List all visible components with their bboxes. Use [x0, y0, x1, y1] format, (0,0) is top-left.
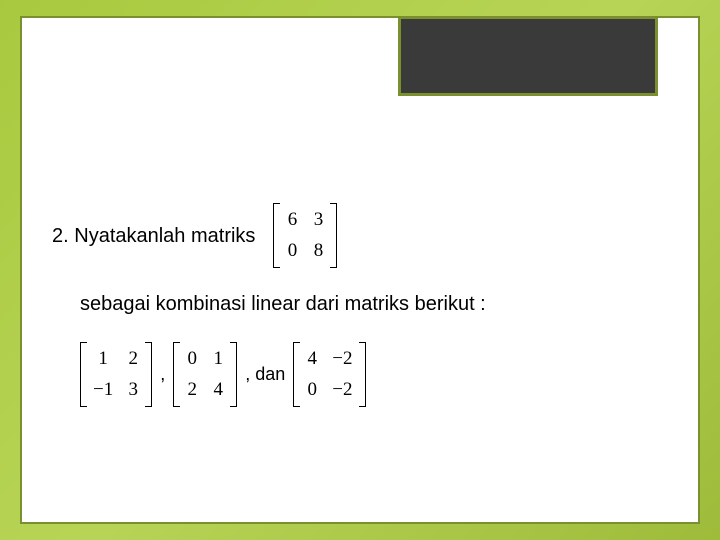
cell: 8 [312, 238, 324, 265]
cell: 4 [306, 346, 318, 373]
cell: 6 [286, 207, 298, 234]
problem-lead: Nyatakanlah matriks [74, 225, 255, 247]
bracket-left-icon [173, 342, 180, 407]
matrix-a: 1 2 −1 3 [80, 342, 152, 407]
cell: −1 [93, 377, 113, 404]
bracket-right-icon [359, 342, 366, 407]
bracket-right-icon [330, 203, 337, 268]
matrix-target-cells: 6 3 0 8 [280, 203, 330, 268]
corner-decoration [398, 16, 658, 96]
cell: −2 [332, 377, 352, 404]
cell: 1 [93, 346, 113, 373]
problem-lead-text: 2. Nyatakanlah matriks [52, 222, 255, 250]
separator-and: , dan [243, 362, 287, 387]
cell: 2 [186, 377, 198, 404]
matrix-b-cells: 0 1 2 4 [180, 342, 230, 407]
bracket-left-icon [293, 342, 300, 407]
slide-frame: 2. Nyatakanlah matriks 6 3 0 8 sebagai k… [20, 16, 700, 524]
matrix-b: 0 1 2 4 [173, 342, 237, 407]
matrix-c-cells: 4 −2 0 −2 [300, 342, 358, 407]
bracket-left-icon [273, 203, 280, 268]
cell: 1 [212, 346, 224, 373]
matrix-list: 1 2 −1 3 , 0 1 2 4 , dan [80, 342, 668, 407]
cell: 0 [306, 377, 318, 404]
cell: −2 [332, 346, 352, 373]
cell: 2 [127, 346, 139, 373]
bracket-right-icon [230, 342, 237, 407]
matrix-target: 6 3 0 8 [273, 203, 337, 268]
bracket-right-icon [145, 342, 152, 407]
matrix-c: 4 −2 0 −2 [293, 342, 365, 407]
problem-number: 2. [52, 225, 69, 247]
cell: 0 [186, 346, 198, 373]
cell: 3 [312, 207, 324, 234]
slide-content: 2. Nyatakanlah matriks 6 3 0 8 sebagai k… [52, 203, 668, 407]
separator-comma: , [158, 362, 167, 387]
matrix-a-cells: 1 2 −1 3 [87, 342, 145, 407]
cell: 3 [127, 377, 139, 404]
problem-line-2: sebagai kombinasi linear dari matriks be… [80, 290, 668, 318]
bracket-left-icon [80, 342, 87, 407]
cell: 0 [286, 238, 298, 265]
problem-line-1: 2. Nyatakanlah matriks 6 3 0 8 [52, 203, 668, 268]
problem-sub-text: sebagai kombinasi linear dari matriks be… [80, 293, 486, 315]
cell: 4 [212, 377, 224, 404]
